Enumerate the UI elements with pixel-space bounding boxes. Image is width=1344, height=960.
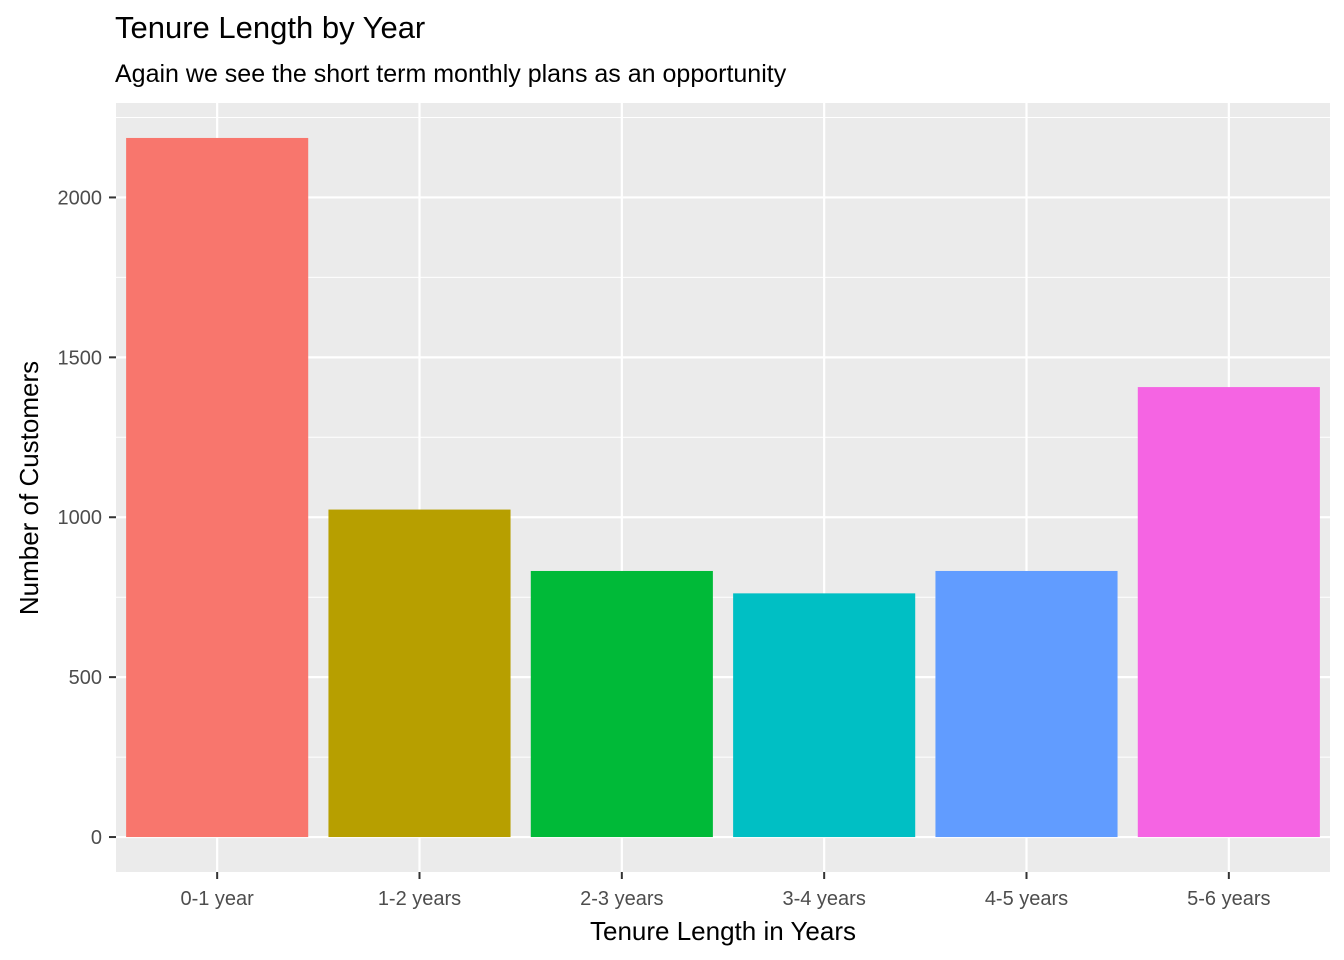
bar-3-4-years (733, 593, 916, 838)
bar-0-1-year (126, 137, 309, 838)
bar-5-6-years (1137, 387, 1320, 838)
bar-4-5-years (935, 570, 1118, 838)
plot-panel (116, 103, 1330, 872)
chart-title: Tenure Length by Year (115, 10, 426, 45)
y-tick-label: 2000 (58, 187, 103, 209)
y-axis-title: Number of Customers (14, 361, 44, 615)
minor-gridlines-y (116, 116, 1330, 758)
x-tick-label: 2-3 years (580, 888, 663, 910)
y-axis-ticks: 0 500 1000 1500 2000 (58, 187, 116, 849)
y-tick-label: 0 (91, 827, 102, 849)
y-tick-label: 1000 (58, 507, 103, 529)
x-tick-label: 5-6 years (1187, 888, 1270, 910)
bars (126, 137, 1320, 838)
x-tick-label: 0-1 year (180, 888, 254, 910)
y-tick-label: 500 (69, 667, 102, 689)
chart-subtitle: Again we see the short term monthly plan… (115, 60, 787, 88)
bar-1-2-years (328, 509, 511, 838)
y-tick-label: 1500 (58, 347, 103, 369)
x-tick-label: 1-2 years (378, 888, 461, 910)
x-axis-ticks: 0-1 year 1-2 years 2-3 years 3-4 years 4-5 y… (180, 872, 1271, 910)
bar-2-3-years (530, 570, 713, 838)
major-gridlines-y (116, 196, 1330, 839)
x-tick-label: 3-4 years (782, 888, 865, 910)
x-tick-label: 4-5 years (985, 888, 1068, 910)
x-axis-title: Tenure Length in Years (590, 916, 856, 946)
